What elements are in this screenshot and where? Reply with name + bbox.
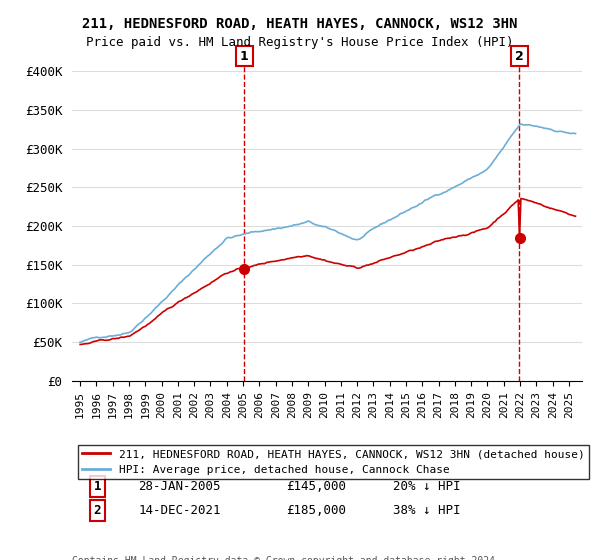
Text: 211, HEDNESFORD ROAD, HEATH HAYES, CANNOCK, WS12 3HN: 211, HEDNESFORD ROAD, HEATH HAYES, CANNO… (82, 17, 518, 31)
Text: 20% ↓ HPI: 20% ↓ HPI (394, 480, 461, 493)
Text: £185,000: £185,000 (286, 504, 346, 517)
Text: 1: 1 (240, 49, 249, 63)
Text: Contains HM Land Registry data © Crown copyright and database right 2024.
This d: Contains HM Land Registry data © Crown c… (72, 556, 501, 560)
Text: £145,000: £145,000 (286, 480, 346, 493)
Text: 2: 2 (94, 504, 101, 517)
Text: 28-JAN-2005: 28-JAN-2005 (139, 480, 221, 493)
Text: 14-DEC-2021: 14-DEC-2021 (139, 504, 221, 517)
Text: 38% ↓ HPI: 38% ↓ HPI (394, 504, 461, 517)
Legend: 211, HEDNESFORD ROAD, HEATH HAYES, CANNOCK, WS12 3HN (detached house), HPI: Aver: 211, HEDNESFORD ROAD, HEATH HAYES, CANNO… (77, 445, 589, 479)
Text: 1: 1 (94, 480, 101, 493)
Text: 2: 2 (515, 49, 524, 63)
Text: Price paid vs. HM Land Registry's House Price Index (HPI): Price paid vs. HM Land Registry's House … (86, 36, 514, 49)
